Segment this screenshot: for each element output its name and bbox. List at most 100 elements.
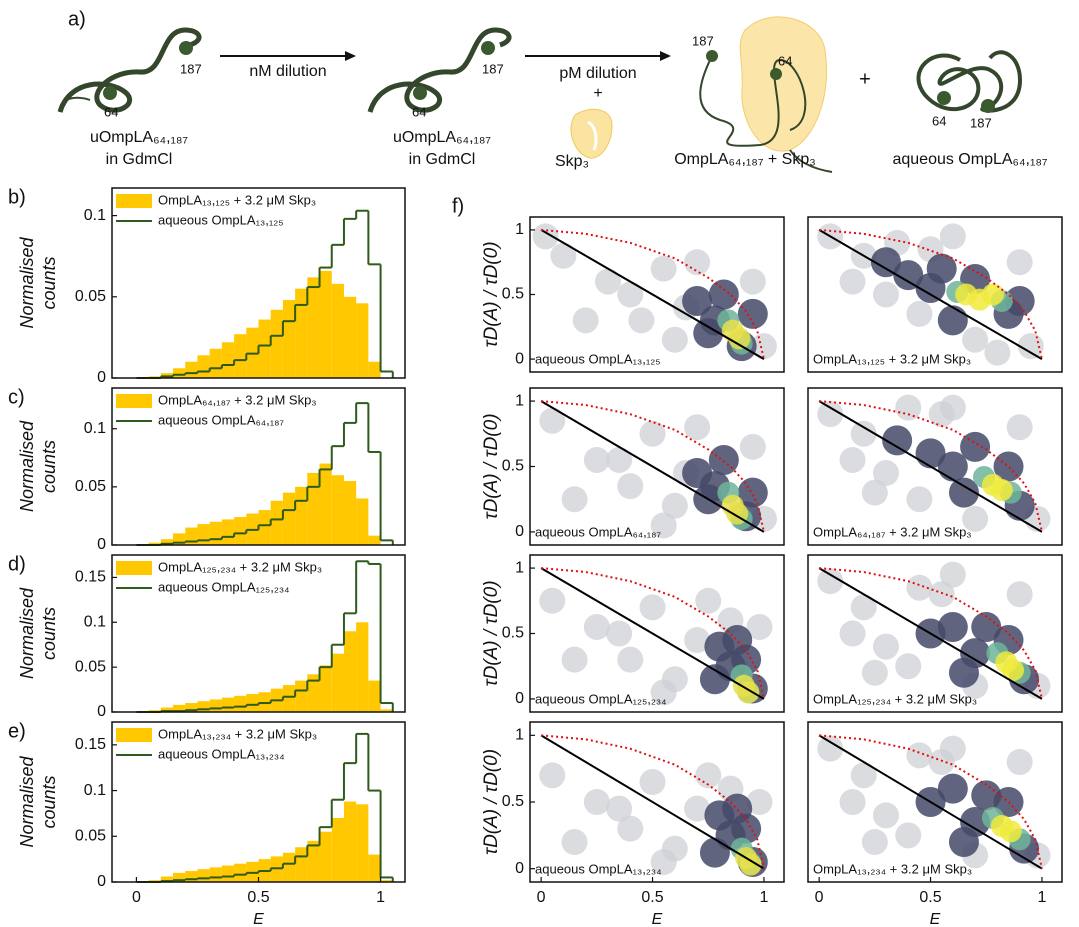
bar [283,685,295,712]
point [562,829,588,855]
point [938,612,968,642]
point [906,486,932,512]
bar [271,310,283,378]
point [640,769,666,795]
point [1007,414,1033,440]
y-tick-label: 0 [515,860,524,877]
point [984,340,1010,366]
point [962,327,988,353]
point [606,621,632,647]
point [817,401,843,427]
arrow-label: pM dilution [559,65,636,82]
y-tick-label: 0.1 [84,782,106,799]
bar [344,631,356,712]
bar [295,487,307,545]
bar [210,699,222,712]
point [938,774,968,804]
bar [283,493,295,545]
point [709,280,739,310]
y-axis-label-line: Normalised [17,420,37,512]
residue [706,50,718,62]
chain [918,52,1020,110]
annotation: OmpLA₁₃,₁₂₅ + 3.2 μM Skp₃ [813,351,971,366]
y-axis-label: τD(A) / τD(0) [481,580,502,686]
bar [259,510,271,545]
point [617,647,643,673]
bar [356,303,368,378]
point [982,284,1004,306]
legend-swatch [116,194,152,208]
bar [283,853,295,882]
point [700,664,730,694]
residue-label: 64 [104,104,118,119]
bar [307,473,319,545]
y-axis-label: Normalisedcounts [17,236,59,328]
plot-area [817,395,1050,532]
residue [413,86,427,100]
y-axis-label-line: counts [39,440,59,493]
y-tick-label: 0 [97,369,106,386]
chain [60,30,199,112]
y-tick-label: 0 [515,350,524,367]
point [740,269,766,295]
histogram: OmpLA₆₄,₁₈₇ + 3.2 μM Skp₃aqueous OmpLA₆₄… [8,386,405,553]
residue-label: 187 [180,61,202,76]
point [684,249,710,275]
point [851,762,877,788]
bar [295,681,307,712]
x-tick-label: 0.5 [919,889,941,906]
bar [368,681,380,712]
legend-label: OmpLA₁₃,₂₃₄ + 3.2 μM Skp₃ [158,726,317,741]
point [1007,581,1033,607]
y-tick-label: 0.1 [84,614,106,631]
plot-area [539,568,772,705]
bar [197,355,209,378]
point [940,395,966,421]
point [539,408,565,434]
scatter-chart: aqueous OmpLA₁₃,₂₃₄00.5100.51EτD(A) / τD… [481,722,784,927]
point [740,434,766,460]
arrow-head [660,51,671,61]
panel-a: a) 187 64 uOmpLA₆₄,₁₈₇ in GdmCl nM dilut… [60,8,1048,172]
point [539,588,565,614]
point [851,594,877,620]
skp-icon [740,17,826,151]
point [1007,249,1033,275]
panel-label: c) [8,386,25,408]
scatter-chart: OmpLA₆₄,₁₈₇ + 3.2 μM Skp₃ [808,388,1062,545]
point [895,653,921,679]
scatter-chart: aqueous OmpLA₁₂₅,₂₃₄00.51τD(A) / τD(0) [481,555,784,712]
state-sub: in GdmCl [409,151,476,168]
y-tick-label: 0.15 [75,569,106,586]
plot-area [539,735,772,877]
legend-label: aqueous OmpLA₁₃,₂₃₄ [158,746,285,761]
bar [295,289,307,378]
bar [295,847,307,882]
state-name: uOmpLA₆₄,₁₈₇ [90,129,188,146]
charts: OmpLA₁₃,₁₂₅ + 3.2 μM Skp₃ aqueous OmpLA₁₃… [8,186,1062,927]
point [895,395,921,421]
x-tick-label: 0.5 [641,889,663,906]
point [940,562,966,588]
figure: a) 187 64 uOmpLA₆₄,₁₈₇ in GdmCl nM dilut… [0,0,1079,927]
point [949,658,979,688]
x-tick-label: 0 [132,889,141,906]
panel-label: a) [68,8,86,30]
x-axis-label: E [652,911,663,927]
scatter-chart: OmpLA₁₃,₁₂₅ + 3.2 μM Skp₃ [808,217,1062,372]
legend-label: aqueous OmpLA₁₃,₁₂₅ [158,212,284,227]
legend-swatch [116,561,152,575]
point [840,269,866,295]
residue-label: 64 [412,104,426,119]
bar [332,284,344,378]
point [584,614,610,640]
y-tick-label: 0.05 [75,478,106,495]
bar [222,342,234,378]
x-tick-label: 0.5 [247,889,269,906]
plot-area [817,735,1050,868]
bar [222,519,234,545]
bar [259,320,271,378]
point [539,762,565,788]
panel-label: b) [8,186,26,208]
